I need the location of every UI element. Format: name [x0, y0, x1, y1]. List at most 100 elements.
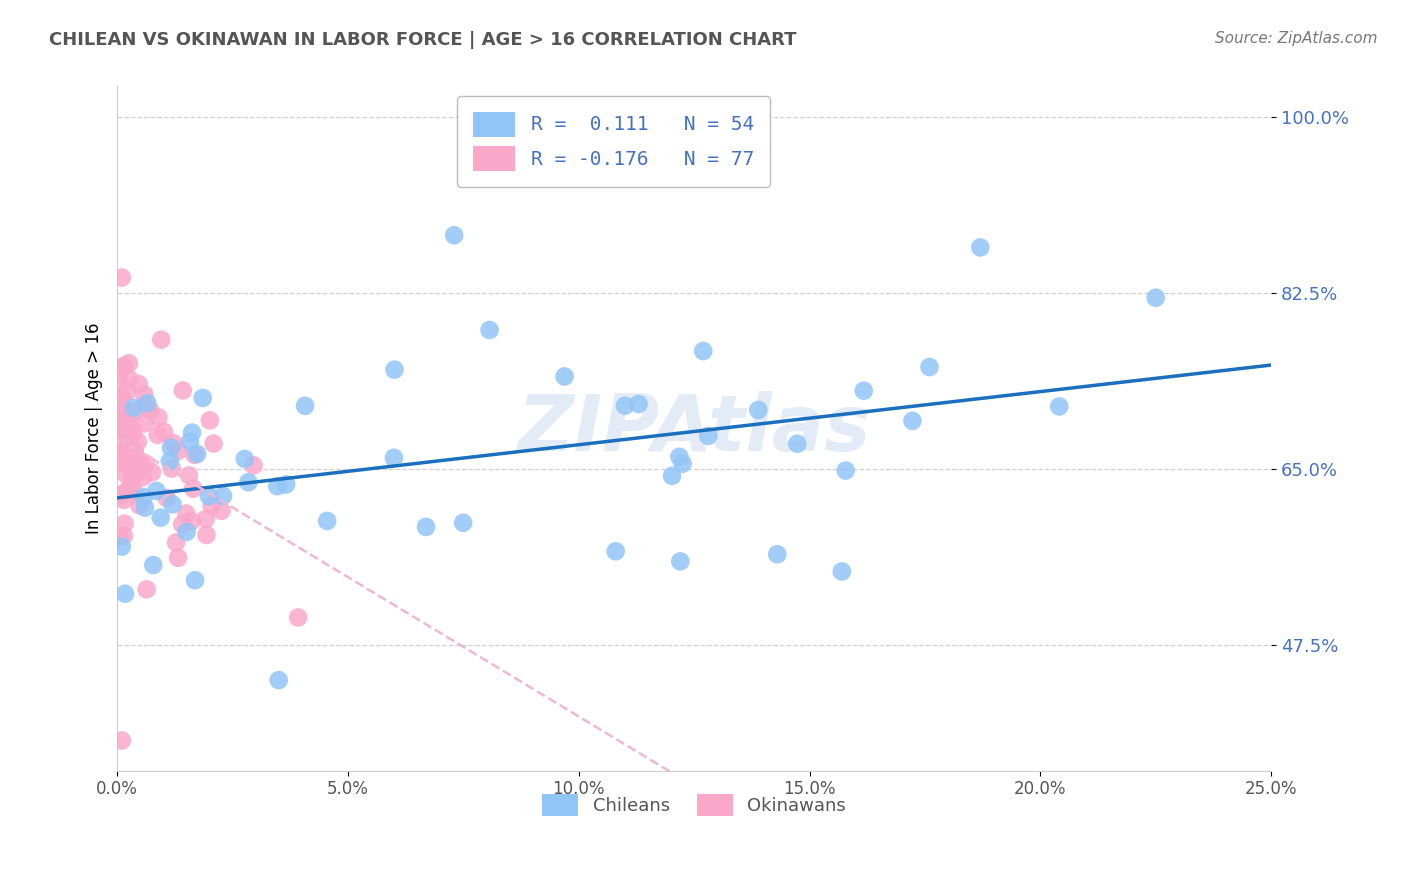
Point [108, 423, 131, 437]
Point [111, 390, 134, 404]
Point [852, 384, 875, 398]
Point [114, 410, 136, 425]
Point [198, 489, 221, 503]
Point [128, 499, 150, 513]
Point [382, 450, 405, 465]
Point [160, 441, 183, 455]
Text: CHILEAN VS OKINAWAN IN LABOR FORCE | AGE > 16 CORRELATION CHART: CHILEAN VS OKINAWAN IN LABOR FORCE | AGE… [49, 31, 797, 49]
Point [177, 468, 200, 483]
Point [124, 444, 146, 458]
Point [669, 554, 692, 568]
Point [114, 467, 136, 481]
Point [554, 369, 576, 384]
Point [134, 417, 156, 431]
Point [918, 359, 941, 374]
Point [969, 240, 991, 254]
Point [108, 530, 131, 544]
Point [167, 444, 190, 458]
Point [184, 574, 207, 588]
Point [766, 547, 789, 561]
Point [108, 406, 131, 420]
Point [162, 497, 184, 511]
Point [316, 514, 339, 528]
Point [128, 455, 150, 469]
Point [141, 466, 163, 480]
Point [176, 524, 198, 539]
Point [183, 448, 205, 462]
Point [122, 405, 145, 419]
Point [136, 396, 159, 410]
Point [108, 361, 131, 376]
Point [155, 491, 177, 505]
Point [108, 375, 131, 389]
Point [671, 457, 693, 471]
Point [120, 421, 142, 435]
Point [111, 540, 134, 554]
Point [111, 402, 134, 417]
Point [111, 733, 134, 747]
Point [1047, 400, 1070, 414]
Point [112, 445, 135, 459]
Point [118, 431, 141, 445]
Point [202, 436, 225, 450]
Point [135, 582, 157, 597]
Point [108, 396, 131, 410]
Point [148, 410, 170, 425]
Point [118, 480, 141, 494]
Point [153, 425, 176, 439]
Point [415, 520, 437, 534]
Point [165, 535, 187, 549]
Point [118, 458, 141, 472]
Point [127, 466, 149, 480]
Y-axis label: In Labor Force | Age > 16: In Labor Force | Age > 16 [86, 323, 103, 534]
Point [117, 384, 139, 398]
Text: Source: ZipAtlas.com: Source: ZipAtlas.com [1215, 31, 1378, 46]
Point [901, 414, 924, 428]
Point [122, 483, 145, 498]
Point [266, 479, 288, 493]
Point [195, 528, 218, 542]
Point [191, 391, 214, 405]
Point [287, 610, 309, 624]
Point [211, 504, 233, 518]
Point [134, 398, 156, 412]
Point [179, 434, 201, 449]
Point [1144, 291, 1167, 305]
Point [201, 499, 224, 513]
Point [108, 456, 131, 470]
Point [121, 470, 143, 484]
Point [114, 435, 136, 450]
Point [186, 447, 208, 461]
Point [242, 458, 264, 473]
Point [174, 507, 197, 521]
Point [132, 470, 155, 484]
Point [145, 483, 167, 498]
Point [139, 403, 162, 417]
Point [172, 384, 194, 398]
Point [181, 425, 204, 440]
Point [747, 403, 769, 417]
Point [122, 442, 145, 457]
Point [212, 489, 235, 503]
Point [478, 323, 501, 337]
Point [142, 558, 165, 572]
Point [692, 343, 714, 358]
Point [661, 468, 683, 483]
Point [134, 500, 156, 515]
Point [384, 362, 406, 376]
Point [697, 429, 720, 443]
Point [668, 450, 690, 464]
Point [150, 333, 173, 347]
Point [108, 424, 131, 438]
Point [267, 673, 290, 687]
Point [786, 436, 808, 450]
Point [274, 477, 297, 491]
Point [443, 228, 465, 243]
Point [180, 514, 202, 528]
Point [294, 399, 316, 413]
Point [115, 441, 138, 455]
Point [134, 457, 156, 471]
Point [149, 510, 172, 524]
Point [160, 461, 183, 475]
Point [238, 475, 260, 490]
